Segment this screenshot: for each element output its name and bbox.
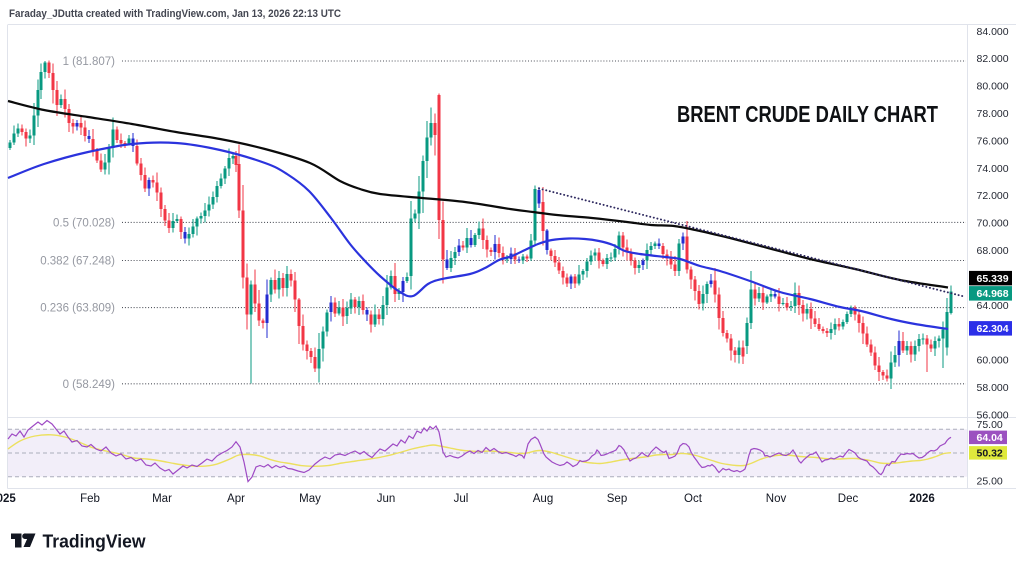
svg-text:75.00: 75.00 [977,419,1003,431]
svg-text:Dec: Dec [838,493,859,505]
svg-text:78.000: 78.000 [977,108,1009,120]
svg-text:82.000: 82.000 [977,53,1009,65]
svg-text:Jun: Jun [377,493,396,505]
svg-text:0 (58.249): 0 (58.249) [63,379,116,391]
svg-text:64.04: 64.04 [977,432,1003,444]
svg-text:2025: 2025 [0,493,16,505]
svg-text:65.339: 65.339 [977,273,1009,285]
svg-text:Faraday_JDutta created with Tr: Faraday_JDutta created with TradingView.… [9,8,341,20]
svg-text:84.000: 84.000 [977,26,1009,38]
svg-text:Aug: Aug [533,493,553,505]
svg-text:Apr: Apr [227,493,245,505]
svg-text:64.968: 64.968 [977,288,1009,300]
svg-text:Nov: Nov [766,493,787,505]
svg-text:2026: 2026 [909,493,935,505]
svg-text:58.000: 58.000 [977,382,1009,394]
svg-text:56.000: 56.000 [977,409,1009,421]
svg-text:BRENT CRUDE DAILY CHART: BRENT CRUDE DAILY CHART [677,101,938,127]
svg-text:Oct: Oct [684,493,703,505]
svg-text:68.000: 68.000 [977,245,1009,257]
svg-text:50.32: 50.32 [977,448,1003,460]
svg-text:1 (81.807): 1 (81.807) [63,56,116,68]
svg-text:64.000: 64.000 [977,300,1009,312]
svg-text:60.000: 60.000 [977,355,1009,367]
svg-text:25.00: 25.00 [977,476,1003,488]
svg-text:62.304: 62.304 [977,323,1009,335]
svg-text:Jul: Jul [454,493,469,505]
svg-text:76.000: 76.000 [977,135,1009,147]
svg-text:0.236 (63.809): 0.236 (63.809) [40,303,115,315]
svg-text:0.5 (70.028): 0.5 (70.028) [53,217,115,229]
svg-text:70.000: 70.000 [977,218,1009,230]
svg-text:74.000: 74.000 [977,163,1009,175]
svg-text:Mar: Mar [152,493,172,505]
svg-text:0.382 (67.248): 0.382 (67.248) [40,256,115,268]
svg-text:Feb: Feb [80,493,100,505]
svg-text:Sep: Sep [607,493,627,505]
svg-text:TradingView: TradingView [43,532,147,552]
svg-text:72.000: 72.000 [977,190,1009,202]
svg-text:80.000: 80.000 [977,81,1009,93]
svg-text:May: May [299,493,321,505]
